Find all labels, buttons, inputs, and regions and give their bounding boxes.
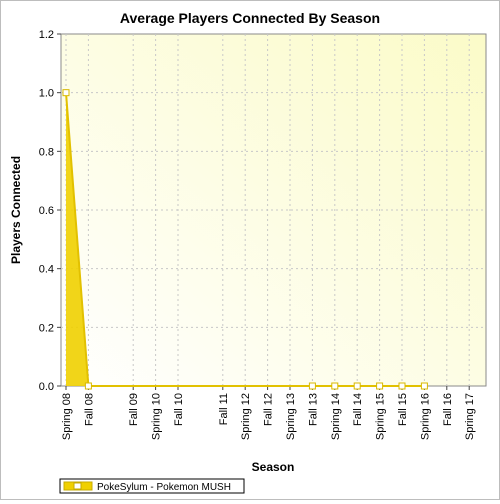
data-point	[353, 382, 361, 390]
legend: PokeSylum - Pokemon MUSH	[59, 478, 245, 494]
chart-title: Average Players Connected By Season	[120, 10, 380, 26]
y-tick-label: 0.2	[39, 322, 54, 334]
x-tick-label: Spring 15	[375, 393, 387, 440]
x-tick-label: Fall 12	[263, 393, 275, 426]
y-axis: 0.0 0.2 0.4 0.6 0.8 1.0 1.2	[39, 29, 61, 393]
x-tick-label: Fall 14	[352, 393, 364, 426]
y-tick-label: 0.6	[39, 205, 54, 217]
x-tick-label: Spring 08	[61, 393, 73, 440]
data-point	[420, 382, 428, 390]
x-tick-label: Fall 09	[128, 393, 140, 426]
x-tick-label: Spring 12	[240, 393, 252, 440]
data-point	[308, 382, 316, 390]
x-tick-label: Spring 16	[419, 393, 431, 440]
y-tick-label: 0.4	[39, 264, 54, 276]
legend-label: PokeSylum - Pokemon MUSH	[97, 482, 231, 493]
x-tick-label: Spring 17	[464, 393, 476, 440]
x-tick-label: Spring 10	[151, 393, 163, 440]
data-point	[331, 382, 339, 390]
y-tick-label: 1.2	[39, 29, 54, 41]
y-tick-label: 0.0	[39, 381, 54, 393]
x-tick-label: Spring 13	[285, 393, 297, 440]
data-point	[398, 382, 406, 390]
data-point	[376, 382, 384, 390]
x-tick-label: Fall 16	[442, 393, 454, 426]
x-tick-label: Fall 08	[83, 393, 95, 426]
series-layer	[62, 89, 428, 390]
data-point	[84, 382, 92, 390]
legend-marker	[73, 482, 82, 490]
x-axis-title: Season	[252, 460, 295, 474]
x-tick-label: Fall 15	[397, 393, 409, 426]
x-axis: Spring 08 Fall 08 Fall 09 Spring 10 Fall 10 F…	[61, 386, 476, 440]
y-tick-label: 1.0	[39, 88, 54, 100]
y-tick-label: 0.8	[39, 146, 54, 158]
data-point	[62, 89, 70, 97]
x-tick-label: Spring 14	[330, 393, 342, 440]
legend-box	[59, 478, 245, 494]
y-axis-title: Players Connected	[9, 156, 23, 264]
x-tick-label: Fall 10	[173, 393, 185, 426]
x-tick-label: Fall 11	[218, 393, 230, 425]
series-line	[65, 92, 425, 387]
x-tick-label: Fall 13	[307, 393, 319, 426]
